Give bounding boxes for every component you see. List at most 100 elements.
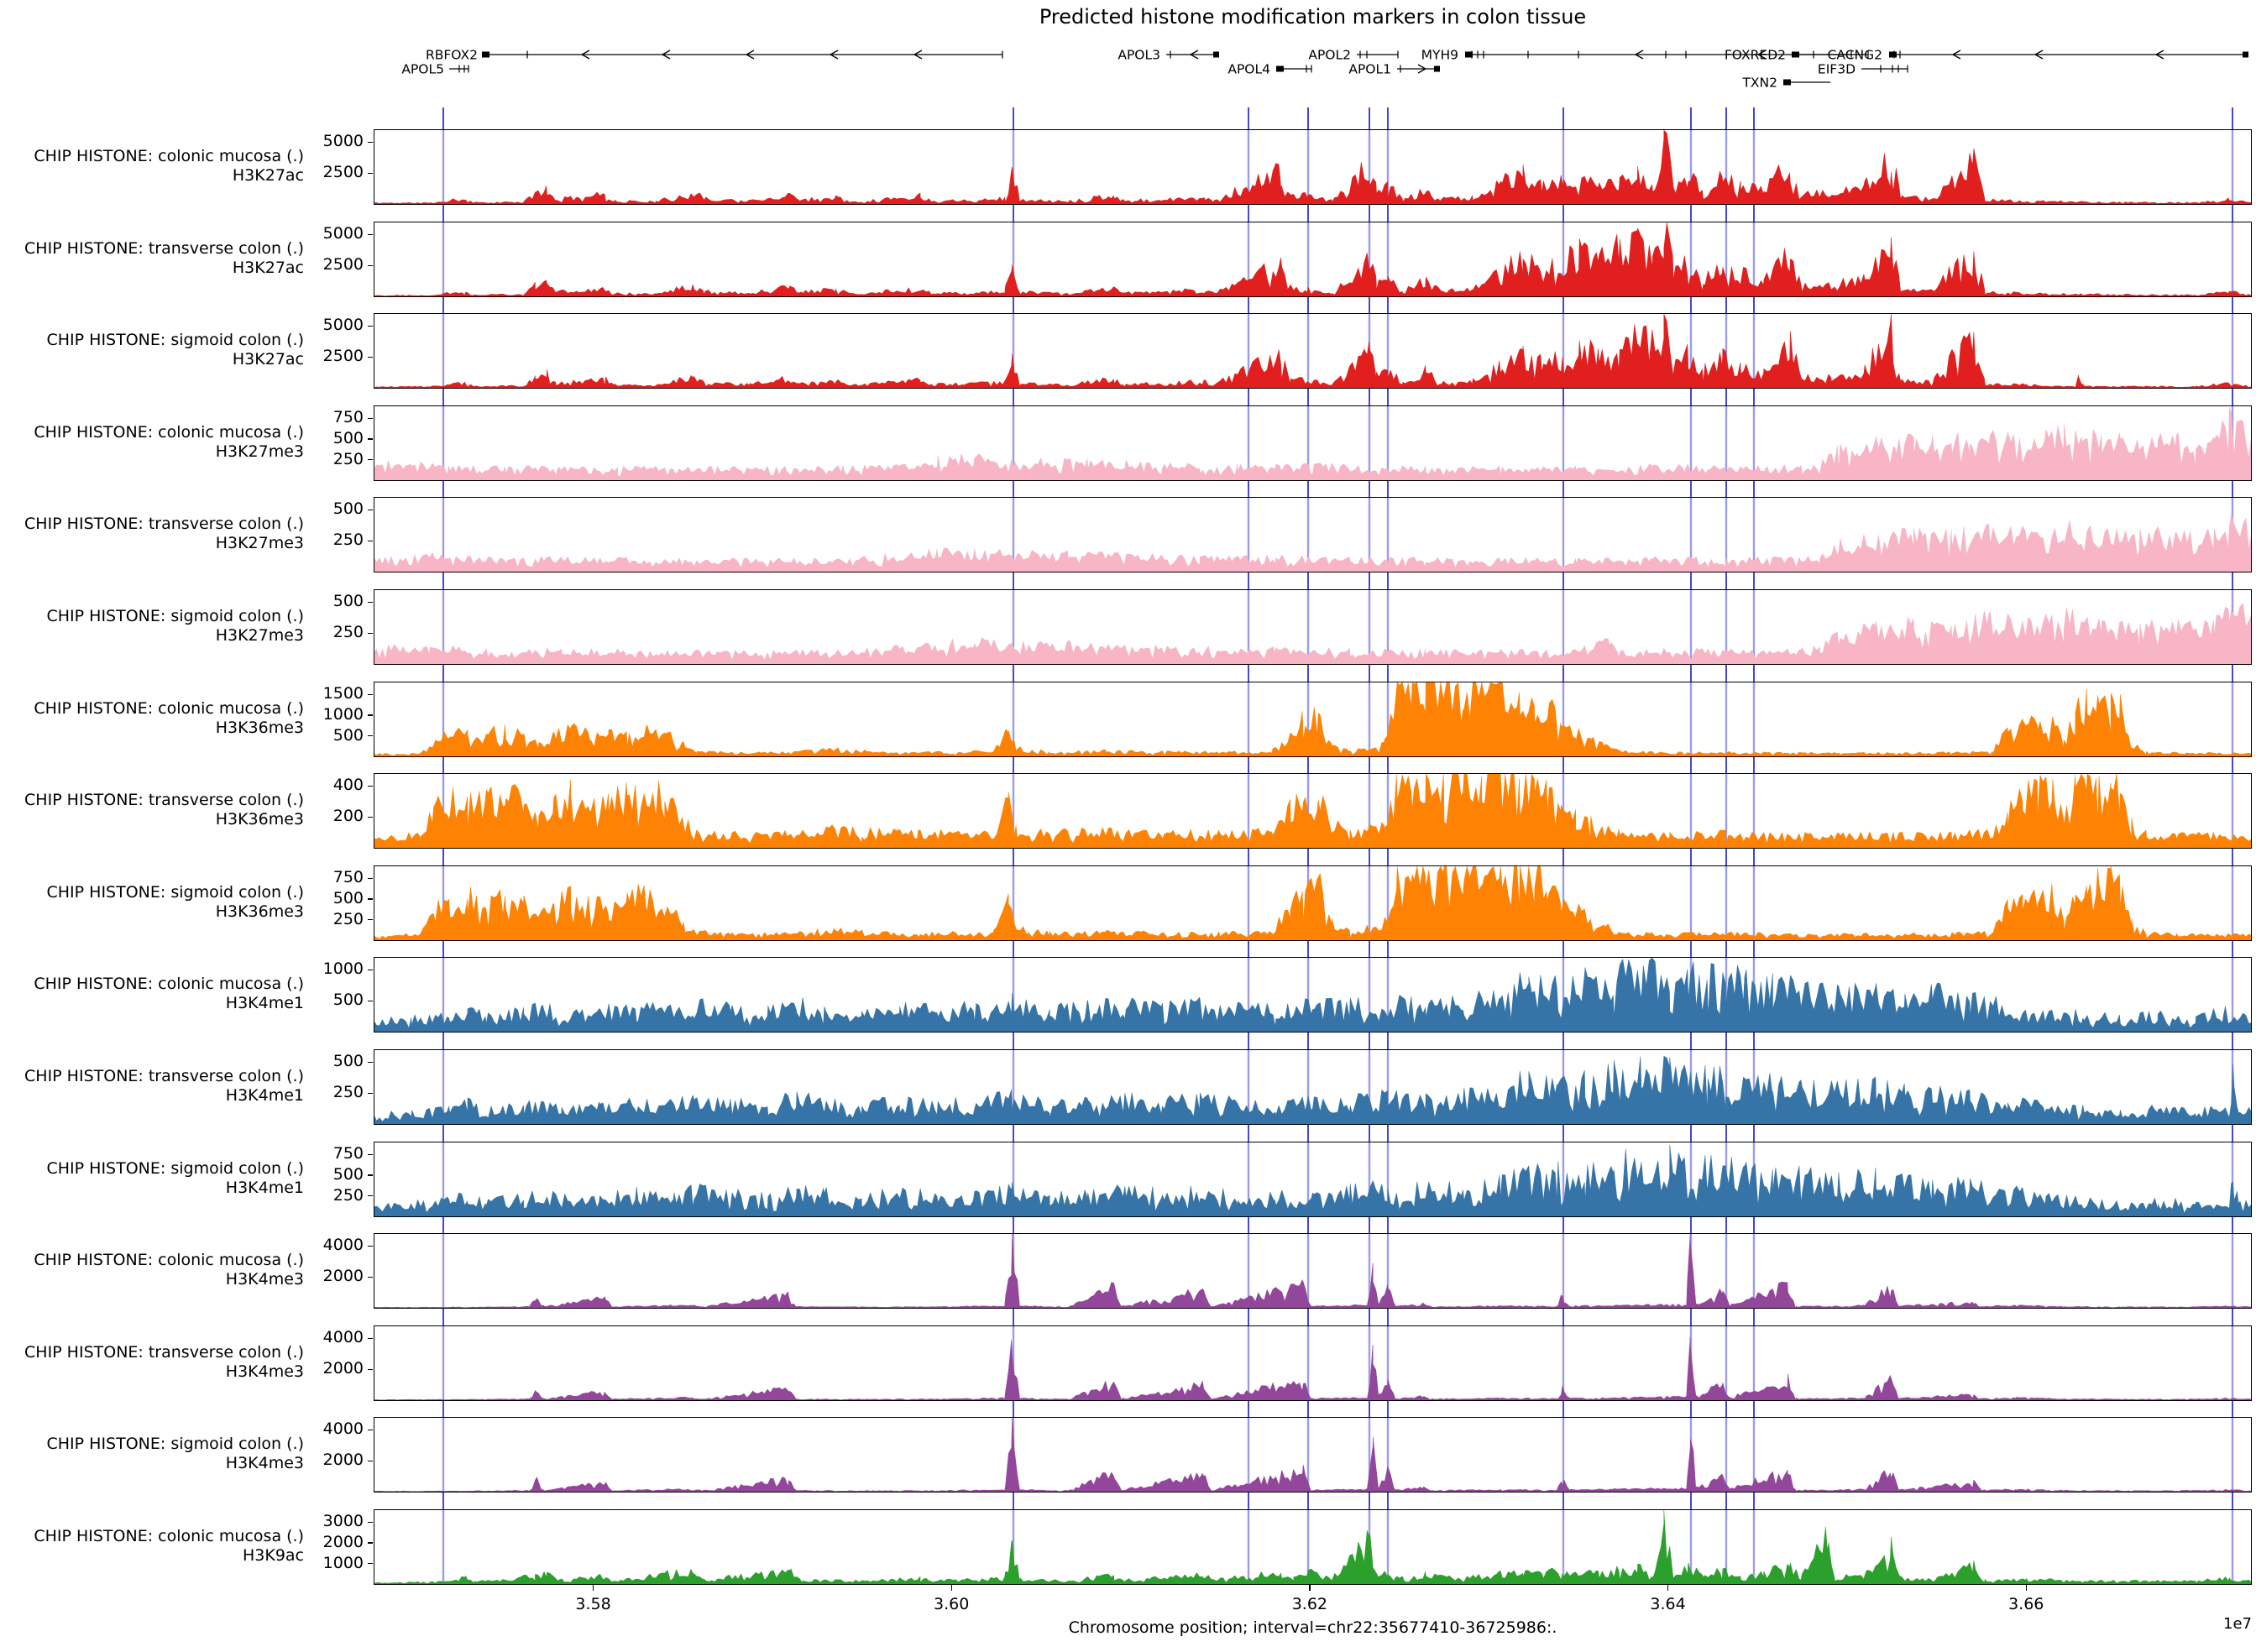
signal-area: [374, 682, 2252, 757]
track-h3k36me3-transverse-colon: CHIP HISTONE: transverse colon (.) H3K36m…: [0, 773, 2256, 849]
track-label: CHIP HISTONE: transverse colon (.) H3K4me…: [0, 1343, 304, 1382]
y-tick-label: 2000: [322, 1267, 364, 1286]
strand-arrow-left: [661, 50, 671, 60]
track-label-tissue: CHIP HISTONE: transverse colon (.): [24, 1343, 304, 1362]
gene-cacng2: CACNG2: [1828, 48, 2248, 63]
track-label: CHIP HISTONE: transverse colon (.) H3K27a…: [0, 239, 304, 278]
gene-foxred2: FOXRED2: [1725, 48, 1852, 63]
track-label: CHIP HISTONE: colonic mucosa (.) H3K27me3: [0, 423, 304, 462]
gene-start-marker: [1792, 51, 1799, 58]
track-h3k27ac-sigmoid-colon: CHIP HISTONE: sigmoid colon (.) H3K27ac 50…: [0, 313, 2256, 389]
y-tick-mark: [368, 1195, 373, 1197]
x-tick-label: 3.62: [1291, 1595, 1328, 1613]
track-plot: [374, 222, 2252, 297]
track-plot: [374, 1325, 2252, 1401]
y-tick-mark: [368, 356, 373, 358]
track-label: CHIP HISTONE: sigmoid colon (.) H3K27me3: [0, 607, 305, 646]
y-tick-label: 250: [332, 623, 364, 642]
plot-background: [374, 129, 2252, 205]
y-tick-mark: [368, 714, 373, 716]
track-label-mark: H3K27me3: [215, 534, 304, 552]
track-plot: [374, 589, 2252, 665]
track-h3k36me3-colonic-mucosa: CHIP HISTONE: colonic mucosa (.) H3K36me3…: [0, 682, 2256, 757]
track-label-tissue: CHIP HISTONE: sigmoid colon (.): [46, 883, 305, 902]
signal-area: [374, 1418, 2252, 1493]
y-tick-mark: [368, 735, 373, 737]
gene-apol4: APOL4: [1227, 62, 1312, 77]
y-tick-mark: [368, 1337, 373, 1340]
gene-label: APOL4: [1227, 62, 1270, 77]
x-tick-label: 3.66: [2008, 1595, 2044, 1613]
gene-txn2: TXN2: [1741, 76, 1830, 91]
gene-apol3: APOL3: [1118, 48, 1219, 63]
track-label: CHIP HISTONE: transverse colon (.) H3K4me…: [0, 1067, 304, 1106]
track-label-tissue: CHIP HISTONE: transverse colon (.): [24, 515, 304, 533]
y-tick-label: 250: [332, 449, 364, 468]
strand-arrow-left: [745, 50, 755, 60]
gene-label: APOL1: [1348, 62, 1391, 77]
track-label-mark: H3K27me3: [215, 442, 304, 461]
track-label: CHIP HISTONE: colonic mucosa (.) H3K9ac: [0, 1527, 304, 1566]
track-plot: [374, 865, 2252, 941]
track-label-mark: H3K27ac: [232, 350, 304, 369]
y-tick-label: 2000: [322, 1451, 364, 1470]
track-label-mark: H3K36me3: [215, 902, 304, 921]
gene-apol1: APOL1: [1348, 62, 1440, 77]
y-tick-mark: [368, 1092, 373, 1095]
plot-background: [374, 1325, 2252, 1401]
signal-area: [374, 407, 2252, 481]
strand-arrow-left: [580, 50, 590, 60]
track-label-mark: H3K27ac: [232, 166, 304, 185]
track-label-tissue: CHIP HISTONE: sigmoid colon (.): [46, 331, 305, 349]
y-tick-label: 500: [332, 991, 364, 1010]
strand-arrow-left: [2034, 50, 2044, 60]
plot-background: [374, 1417, 2252, 1493]
strand-arrow-left: [1634, 50, 1644, 60]
y-tick-label: 750: [332, 868, 364, 887]
track-plot: [374, 313, 2252, 389]
gene-label: RBFOX2: [426, 48, 478, 63]
x-tick-mark: [950, 1585, 952, 1591]
track-label-mark: H3K4me1: [225, 994, 304, 1012]
gene-end-marker: [1213, 51, 1219, 58]
strand-arrow-right: [1417, 64, 1427, 74]
y-tick-mark: [368, 1276, 373, 1278]
track-h3k4me3-sigmoid-colon: CHIP HISTONE: sigmoid colon (.) H3K4me3 40…: [0, 1417, 2256, 1493]
track-h3k4me1-transverse-colon: CHIP HISTONE: transverse colon (.) H3K4me…: [0, 1049, 2256, 1125]
y-tick-mark: [368, 1521, 373, 1524]
gene-start-marker: [1783, 79, 1791, 86]
gene-start-marker: [482, 51, 489, 58]
strand-arrow-left: [829, 50, 839, 60]
gene-end-marker: [2243, 51, 2248, 58]
track-label: CHIP HISTONE: sigmoid colon (.) H3K27ac: [0, 331, 305, 369]
track-plot: [374, 405, 2252, 481]
signal-area: [374, 1144, 2252, 1217]
track-label-mark: H3K4me1: [225, 1179, 304, 1197]
y-tick-mark: [368, 233, 373, 236]
track-label-tissue: CHIP HISTONE: sigmoid colon (.): [46, 607, 305, 625]
track-plot: [374, 957, 2252, 1032]
gene-rbfox2: RBFOX2: [426, 48, 1003, 63]
gene-label: APOL2: [1308, 48, 1351, 63]
track-label-mark: H3K4me3: [225, 1454, 304, 1472]
track-label-mark: H3K27me3: [215, 626, 304, 645]
track-h3k27me3-colonic-mucosa: CHIP HISTONE: colonic mucosa (.) H3K27me3…: [0, 405, 2256, 481]
gene-eif3d: EIF3D: [1818, 62, 1908, 77]
strand-arrow-left: [1951, 50, 1961, 60]
plot-background: [374, 1233, 2252, 1309]
signal-area: [374, 129, 2252, 205]
axes-border: [374, 773, 2252, 849]
y-tick-label: 500: [332, 499, 364, 519]
y-tick-label: 2000: [322, 1533, 364, 1552]
gene-label: APOL5: [401, 62, 444, 77]
y-tick-mark: [368, 877, 373, 880]
track-label: CHIP HISTONE: colonic mucosa (.) H3K36me3: [0, 699, 304, 738]
y-tick-mark: [368, 1562, 373, 1565]
x-tick-label: 3.64: [1650, 1595, 1686, 1613]
y-tick-label: 2500: [322, 347, 364, 366]
track-h3k27ac-transverse-colon: CHIP HISTONE: transverse colon (.) H3K27a…: [0, 222, 2256, 297]
y-tick-label: 5000: [322, 132, 364, 151]
track-plot: [374, 1142, 2252, 1217]
track-label: CHIP HISTONE: sigmoid colon (.) H3K36me3: [0, 883, 305, 922]
